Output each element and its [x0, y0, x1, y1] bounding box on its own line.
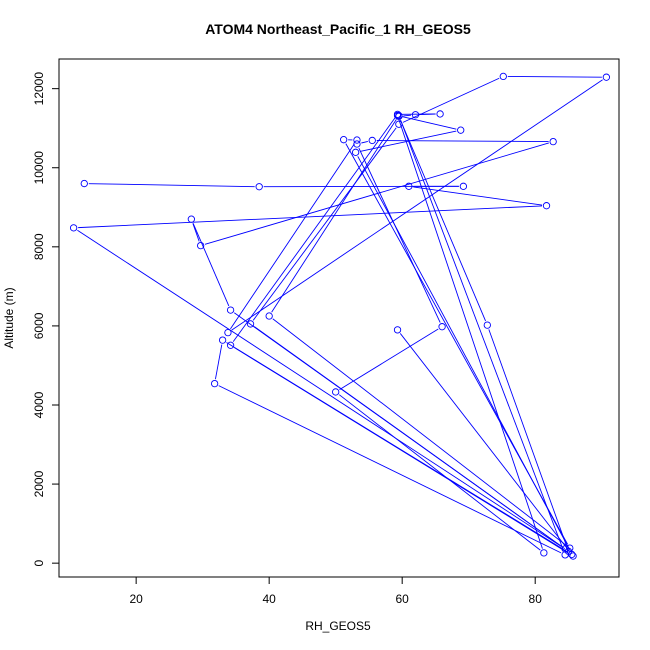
data-point: [438, 323, 446, 331]
data-point: [353, 140, 361, 148]
data-point: [255, 183, 263, 191]
y-axis-label: Altitude (m): [2, 287, 16, 348]
data-point: [602, 73, 611, 81]
data-point: [353, 136, 361, 144]
data-point: [549, 137, 557, 146]
data-point: [332, 388, 340, 396]
x-tick-label: 80: [529, 592, 543, 606]
data-point: [483, 321, 491, 329]
series-segment: [338, 394, 541, 551]
series-segment: [345, 143, 568, 545]
data-point: [569, 552, 577, 560]
series-segment: [398, 119, 543, 549]
data-point: [405, 182, 413, 190]
data-point: [265, 312, 273, 320]
plot-frame: [58, 58, 620, 578]
x-tick-label: 20: [129, 592, 143, 606]
data-point: [459, 182, 468, 190]
data-point: [411, 111, 420, 119]
series-segment: [361, 141, 368, 144]
data-point: [542, 202, 551, 210]
series-segment: [77, 229, 562, 547]
data-point: [393, 326, 402, 334]
data-point: [224, 328, 232, 337]
data-point: [457, 126, 465, 134]
data-point: [540, 549, 548, 557]
series-segment: [226, 342, 569, 553]
y-tick-label: 8000: [32, 233, 46, 260]
series-segment: [358, 147, 441, 323]
data-point: [69, 224, 78, 232]
data-point: [246, 320, 255, 328]
series-segment: [419, 113, 436, 116]
x-tick-label: 40: [262, 592, 276, 606]
data-point: [566, 544, 574, 552]
y-axis: 0 2000 4000 6000 8000 10000 12000: [32, 72, 59, 567]
y-tick-label: 6000: [32, 312, 46, 339]
series-segment: [253, 326, 566, 550]
series-segment: [204, 142, 549, 245]
series-segment: [507, 75, 602, 78]
series-layer: [69, 72, 611, 560]
data-point: [395, 111, 403, 120]
series-segment: [192, 223, 200, 242]
series-segment: [488, 329, 568, 548]
y-tick-label: 10000: [32, 151, 46, 185]
data-point: [340, 136, 348, 144]
data-point: [568, 550, 576, 559]
y-tick-label: 2000: [32, 470, 46, 497]
series-segment: [403, 114, 412, 117]
data-point: [499, 72, 507, 81]
series-segment: [400, 119, 564, 551]
series-0: [69, 72, 611, 560]
series-segment: [399, 333, 570, 552]
series-segment: [232, 117, 396, 342]
data-point: [187, 215, 196, 223]
data-point: [393, 110, 402, 119]
x-axis: 20 40 60 80: [129, 577, 542, 606]
x-tick-label: 60: [396, 592, 410, 606]
data-point: [368, 136, 376, 145]
series-segment: [230, 143, 355, 330]
series-segment: [339, 328, 439, 390]
data-point: [395, 120, 403, 128]
series-segment: [78, 205, 543, 229]
x-axis-label: RH_GEOS5: [305, 619, 371, 633]
series-segment: [400, 120, 486, 322]
data-point: [80, 179, 88, 188]
series-segment: [271, 119, 397, 313]
chart-title: ATOM4 Northeast_Pacific_1 RH_GEOS5: [205, 21, 471, 37]
data-point: [351, 148, 360, 156]
series-segment: [413, 186, 543, 206]
data-point: [197, 241, 205, 250]
series-segment: [214, 344, 223, 380]
series-segment: [88, 183, 255, 188]
y-tick-label: 0: [32, 560, 46, 567]
series-segment: [218, 385, 562, 554]
y-tick-label: 4000: [32, 391, 46, 418]
data-point: [218, 336, 227, 344]
series-segment: [252, 127, 397, 321]
y-tick-label: 12000: [32, 72, 46, 106]
data-point: [210, 379, 219, 388]
series-segment: [231, 79, 603, 331]
series-segment: [272, 318, 567, 546]
series-segment: [192, 223, 230, 307]
series-segment: [376, 140, 549, 143]
data-point: [226, 306, 235, 314]
data-point: [226, 341, 235, 349]
data-point: [436, 110, 444, 118]
